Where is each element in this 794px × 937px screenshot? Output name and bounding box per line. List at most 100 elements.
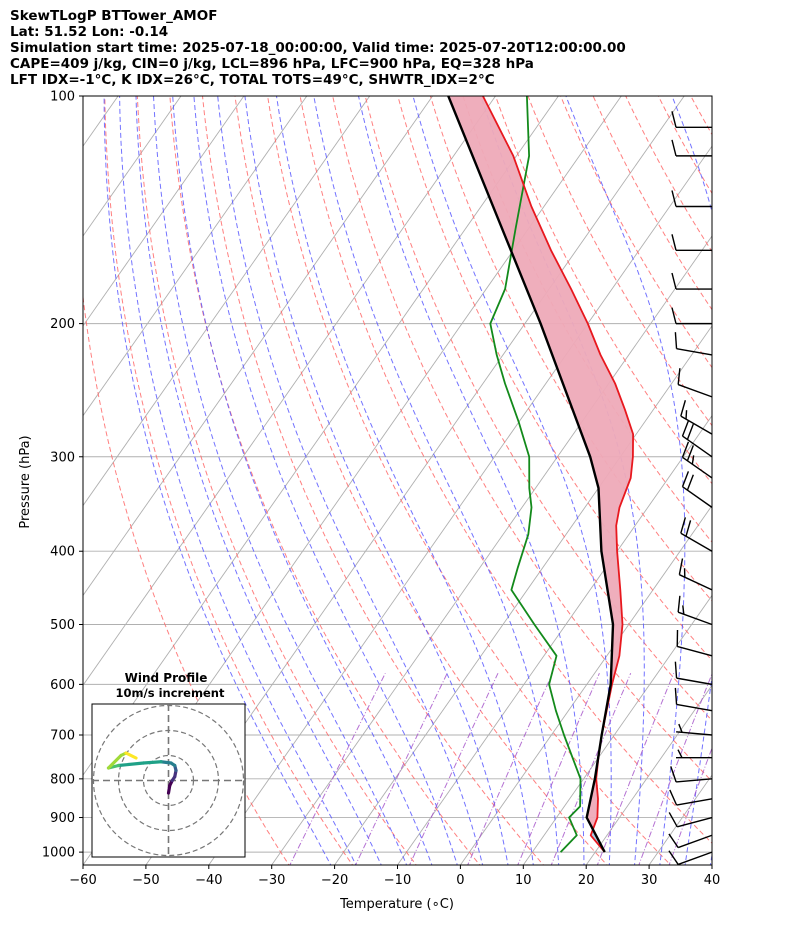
barb-feather — [674, 661, 678, 679]
barb-feather — [671, 272, 677, 290]
cape-line: CAPE=409 j/kg, CIN=0 j/kg, LCL=896 hPa, … — [10, 56, 534, 72]
mixing-ratio-line — [467, 672, 553, 865]
moist-adiabat — [244, 96, 509, 865]
isotherm-line — [459, 504, 712, 865]
barb-staff — [677, 383, 713, 398]
y-tick-label: 800 — [50, 772, 75, 787]
x-tick-label: −30 — [258, 873, 285, 888]
dry-adiabat — [736, 61, 794, 868]
isotherm-line — [271, 235, 712, 865]
x-tick-label: 30 — [641, 873, 658, 888]
isotherm-line — [711, 864, 712, 865]
wind-barb — [680, 517, 713, 552]
dry-adiabat — [332, 96, 712, 783]
moist-adiabat — [412, 96, 612, 865]
isotherm-line — [83, 96, 371, 507]
wind-barb — [671, 111, 712, 128]
chart-title: SkewTLogP BTTower_AMOF — [10, 8, 218, 24]
isotherm-line — [208, 145, 712, 865]
dry-adiabat — [397, 96, 712, 662]
dry-adiabat — [104, 96, 354, 865]
mixing-ratio-line — [596, 673, 675, 865]
dry-adiabat — [83, 293, 290, 865]
moist-adiabat — [217, 96, 484, 865]
inset-title: Wind Profile — [125, 671, 208, 685]
inset-subtitle: 10m/s increment — [116, 686, 225, 700]
barb-feather — [671, 111, 677, 128]
barb-feather — [671, 139, 677, 157]
barb-feather — [677, 595, 681, 613]
x-tick-label: −60 — [69, 873, 96, 888]
y-tick-label: 400 — [50, 545, 75, 560]
wind-barbs — [668, 111, 713, 866]
dry-adiabat — [201, 96, 545, 865]
isotherm-line — [0, 61, 17, 868]
moist-adiabat — [313, 96, 560, 865]
hodograph-inset: Wind Profile 10m/s increment — [91, 671, 246, 858]
hodograph-segment — [141, 760, 163, 765]
dry-adiabat — [494, 96, 712, 485]
barb-feather — [669, 789, 678, 806]
y-axis-label: Pressure (hPa) — [18, 435, 33, 528]
moist-adiabat — [152, 96, 408, 865]
wind-barb — [677, 595, 713, 626]
wind-barb — [671, 272, 712, 290]
moist-adiabat — [103, 96, 332, 865]
isotherm-line — [83, 96, 308, 417]
mixing-ratio-line — [517, 672, 600, 865]
y-tick-label: 100 — [50, 90, 75, 105]
dry-adiabat — [768, 61, 794, 868]
barb-feather — [671, 307, 677, 324]
mixing-ratio-line — [668, 746, 712, 865]
x-axis-label: Temperature (∘C) — [339, 897, 454, 912]
barb-feather — [677, 749, 683, 758]
wind-barb — [676, 749, 712, 759]
barb-feather — [681, 420, 690, 437]
barb-feather — [681, 441, 690, 458]
barb-feather — [668, 850, 679, 865]
barb-feather — [680, 517, 687, 534]
barb-staff — [676, 778, 713, 783]
isotherm-line — [396, 414, 712, 865]
dry-adiabat — [690, 96, 712, 136]
barb-staff — [676, 703, 713, 712]
moist-adiabat — [193, 96, 458, 865]
mixing-ratio-line — [550, 673, 632, 865]
dry-adiabat — [136, 96, 417, 865]
barb-feather — [685, 520, 692, 537]
y-tick-label: 900 — [50, 811, 75, 826]
wind-barb — [668, 833, 713, 849]
wind-barb — [681, 471, 713, 508]
dry-adiabat — [299, 96, 712, 844]
barb-feather — [671, 234, 677, 251]
isotherm-line — [83, 96, 245, 327]
barb-feather — [686, 474, 694, 491]
moist-adiabat — [671, 96, 712, 865]
cape-cin-area — [448, 96, 634, 735]
moist-adiabat — [119, 96, 357, 865]
isotherm-line — [585, 684, 712, 865]
barb-feather — [678, 558, 684, 575]
x-tick-label: 10 — [515, 873, 532, 888]
y-tick-label: 200 — [50, 317, 75, 332]
barb-feather — [680, 400, 687, 417]
wind-barb — [677, 368, 713, 398]
barb-feather — [686, 423, 694, 440]
fill-layer — [448, 96, 634, 853]
dry-adiabat — [527, 96, 712, 427]
barb-feather — [674, 332, 678, 349]
mixing-ratio-line — [409, 672, 499, 865]
y-tick-label: 1000 — [42, 846, 75, 861]
barb-feather — [668, 812, 678, 828]
barb-feather — [691, 455, 695, 465]
y-tick-label: 600 — [50, 678, 75, 693]
dewpoint-line — [489, 96, 582, 853]
barb-feather — [674, 687, 678, 705]
isotherm-line — [773, 61, 794, 868]
wind-barb — [676, 629, 713, 657]
time-line: Simulation start time: 2025-07-18_00:00:… — [10, 40, 626, 56]
wind-barb — [674, 332, 713, 356]
wind-barb — [670, 766, 713, 783]
moist-adiabat — [565, 96, 686, 865]
